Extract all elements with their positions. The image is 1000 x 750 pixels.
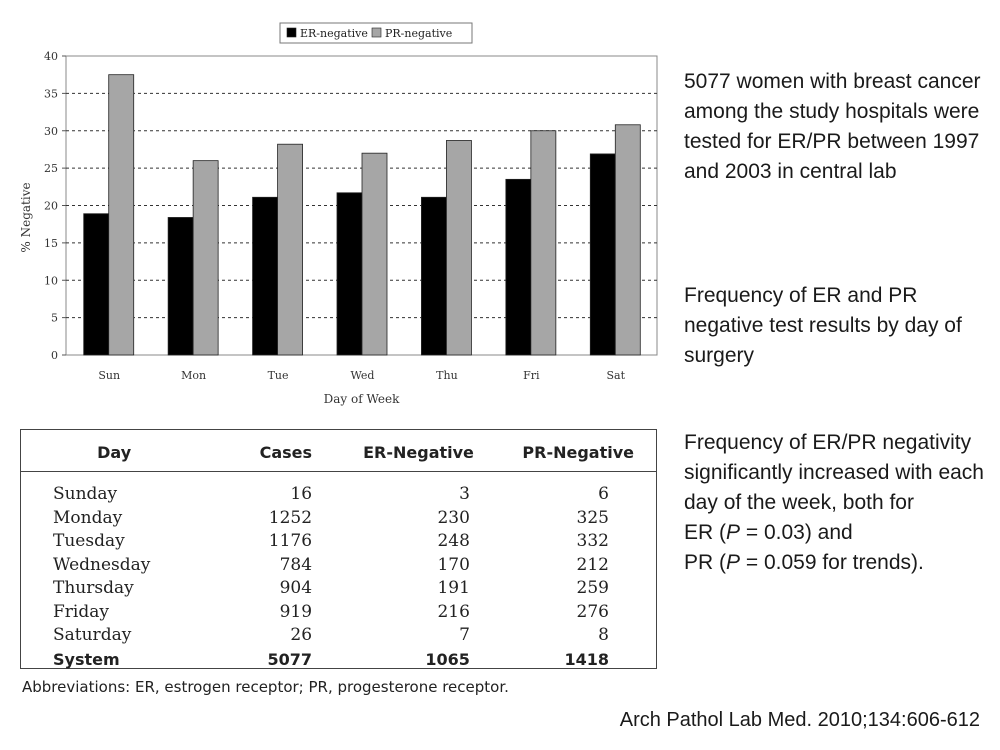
cell-pr-negative: 276 [576,601,609,622]
y-tick-label: 5 [51,312,58,325]
x-axis-title: Day of Week [324,392,400,406]
bar-er-negative [505,178,532,356]
cell-er-negative: 7 [459,625,470,645]
bar-er-negative [589,153,616,356]
chart-svg: 0 5 10 15 20 25 30 35 40 Sun Mon Tue Wed Thu Fri Sat Day… [19,22,658,406]
table-row: Monday 1252 230 325 [21,507,656,531]
frequency-table: Day Cases ER-Negative PR-Negative Sunday… [20,429,657,669]
y-tick-label: 10 [44,274,58,287]
legend-swatch-er [286,27,297,38]
cell-day: System [53,649,120,669]
cell-cases: 1252 [268,507,313,528]
bar-pr-negative [446,140,472,356]
cell-er-negative: 170 [437,554,470,575]
y-tick-label: 0 [51,349,58,362]
cell-day: Wednesday [53,554,151,575]
cell-pr-negative: 1418 [564,649,609,669]
table-row: Wednesday 784 170 212 [21,554,656,578]
bar-pr-negative [361,152,388,356]
table-row: Saturday 26 7 8 [21,624,656,648]
study-description: 5077 women with breast cancer among the … [684,70,981,183]
table-row: Tuesday 1176 248 332 [21,530,656,554]
er-finding: ER (P = 0.03) and [684,521,853,544]
y-tick-label: 15 [44,237,58,250]
y-axis-title: % Negative [19,182,33,252]
y-tick-label: 25 [44,162,58,175]
cell-er-negative: 191 [437,578,470,598]
bar-er-negative [83,213,110,356]
y-tick-label: 40 [44,50,58,63]
cell-er-negative: 248 [437,531,470,551]
header-er-negative: ER-Negative [312,430,474,472]
bar-pr-negative [530,130,557,356]
cell-pr-negative: 212 [576,554,609,575]
table-header-row: Day Cases ER-Negative PR-Negative [21,430,656,472]
legend-label-pr: PR-negative [385,27,452,40]
cell-pr-negative: 259 [576,578,609,598]
legend-label-er: ER-negative [300,27,368,40]
x-tick-label: Tue [268,369,289,382]
header-pr-negative: PR-Negative [473,430,656,472]
total-row: System 5077 1065 1418 [21,648,656,672]
chart-description: Frequency of ER and PR negative test res… [684,284,962,367]
header-day: Day [21,430,208,472]
bar-chart: 0 5 10 15 20 25 30 35 40 Sun Mon Tue Wed Thu Fri Sat Day… [0,0,680,420]
cell-day: Saturday [53,625,132,645]
table-row: Thursday 904 191 259 [21,577,656,601]
pr-finding: PR (P = 0.059 for trends). [684,551,924,574]
cell-pr-negative: 6 [598,484,609,504]
table-body: Sunday 16 3 6 Monday 1252 230 325 Tuesday 1176 248… [21,472,656,672]
bar-pr-negative [192,160,219,356]
bar-er-negative [336,192,363,356]
cell-cases: 904 [279,578,313,598]
abbreviations-note: Abbreviations: ER, estrogen receptor; PR… [22,678,509,696]
cell-cases: 1176 [268,531,313,551]
x-tick-label: Fri [523,369,540,382]
cell-pr-negative: 325 [576,507,609,528]
citation: Arch Pathol Lab Med. 2010;134:606-612 [619,709,980,731]
cell-day: Sunday [53,484,118,504]
x-tick-label: Mon [181,369,206,382]
cell-cases: 784 [279,554,313,575]
bar-er-negative [421,196,447,356]
header-cases: Cases [207,430,313,472]
findings-line1: Frequency of ER/PR negativity significan… [684,431,984,514]
bar-er-negative [252,196,278,356]
cell-cases: 5077 [267,649,313,669]
bar-pr-negative [108,74,135,356]
cell-er-negative: 3 [459,484,470,504]
cell-day: Friday [53,601,109,622]
cell-day: Tuesday [53,531,125,551]
x-tick-label: Sun [98,369,120,382]
cell-cases: 26 [290,625,313,645]
cell-pr-negative: 8 [598,625,609,645]
bar-er-negative [167,217,194,356]
y-tick-label: 35 [44,87,58,100]
cell-day: Thursday [53,578,134,598]
x-tick-label: Wed [351,369,375,382]
cell-er-negative: 216 [437,601,470,622]
cell-cases: 919 [279,601,313,622]
x-tick-label: Thu [436,369,458,382]
bar-pr-negative [277,143,303,356]
data-table: Day Cases ER-Negative PR-Negative Sunday… [21,430,656,671]
cell-pr-negative: 332 [576,531,609,551]
y-tick-label: 20 [44,200,58,213]
cell-cases: 16 [290,484,313,504]
cell-day: Monday [53,507,123,528]
findings-text: Frequency of ER/PR negativity significan… [684,428,994,578]
cell-er-negative: 230 [437,507,470,528]
table-row: Sunday 16 3 6 [21,472,656,507]
table-row: Friday 919 216 276 [21,601,656,625]
x-tick-label: Sat [607,369,626,382]
bar-pr-negative [614,124,641,356]
legend-swatch-pr [371,27,382,38]
cell-er-negative: 1065 [425,649,470,669]
y-tick-label: 30 [44,125,58,138]
